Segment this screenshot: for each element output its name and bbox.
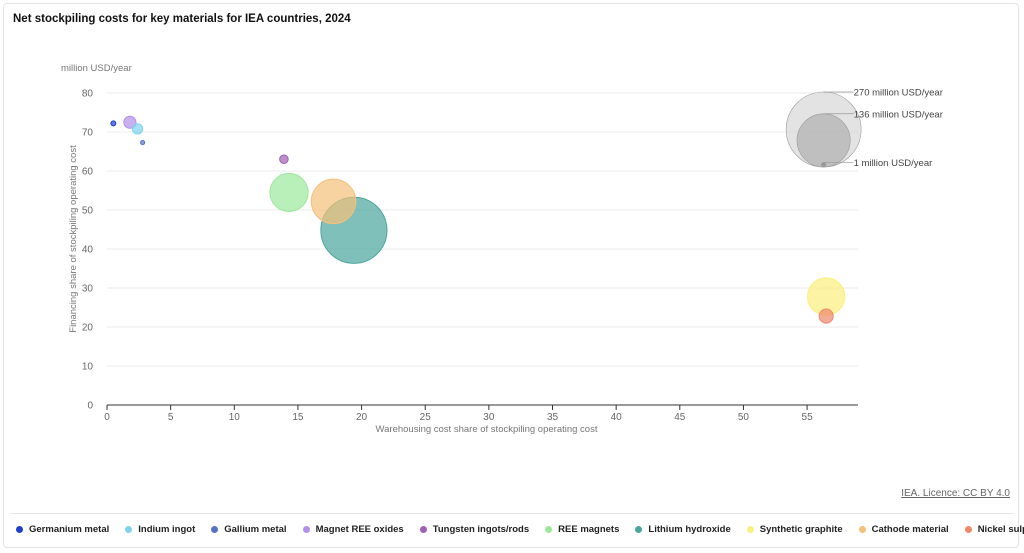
x-tick-label: 30: [483, 412, 495, 423]
size-legend-label: 1 million USD/year: [854, 158, 933, 169]
size-legend-label: 136 million USD/year: [854, 109, 943, 120]
y-tick-label: 50: [82, 206, 94, 217]
legend-swatch: [125, 526, 133, 533]
bubble-germanium-metal: [110, 120, 117, 127]
legend-item[interactable]: Magnet REE oxides: [302, 524, 404, 535]
y-tick-label: 60: [82, 167, 94, 178]
x-tick-label: 0: [104, 412, 110, 423]
legend-item[interactable]: Nickel sulphate: [964, 524, 1024, 535]
legend-swatch: [635, 526, 643, 533]
legend-item[interactable]: Tungsten ingots/rods: [419, 524, 530, 535]
legend-item[interactable]: Germanium metal: [16, 524, 109, 535]
x-tick-label: 10: [229, 412, 241, 423]
x-tick-label: 20: [356, 412, 368, 423]
x-tick-label: 5: [168, 412, 174, 423]
bubble-ree-magnets: [269, 172, 309, 213]
legend-label: Synthetic graphite: [759, 524, 843, 535]
chart-card: [3, 3, 1019, 548]
legend-label: REE magnets: [558, 524, 620, 535]
legend-swatch: [419, 526, 427, 533]
bubble-indium-ingot: [131, 123, 144, 135]
size-legend-circle: [796, 113, 851, 168]
legend-swatch: [746, 526, 754, 533]
legend-item[interactable]: Synthetic graphite: [746, 524, 843, 535]
legend-item[interactable]: Indium ingot: [125, 524, 195, 535]
y-tick-label: 10: [82, 362, 94, 373]
legend-item[interactable]: Cathode material: [858, 524, 949, 535]
legend-swatch: [858, 526, 866, 533]
bubble-magnet-ree-oxides: [123, 115, 137, 129]
x-axis-title: Warehousing cost share of stockpiling op…: [376, 424, 598, 435]
legend-swatch: [16, 526, 23, 533]
legend-label: Indium ingot: [138, 524, 196, 535]
bubble-tungsten-ingots-rods: [279, 154, 289, 165]
y-axis-title: Financing share of stockpiling operating…: [68, 145, 79, 333]
x-tick-label: 25: [420, 412, 432, 423]
legend-label: Gallium metal: [224, 524, 287, 535]
legend-label: Tungsten ingots/rods: [432, 524, 530, 535]
y-tick-label: 0: [87, 401, 93, 412]
legend-label: Cathode material: [871, 524, 949, 535]
x-tick-label: 35: [547, 412, 559, 423]
x-tick-label: 55: [802, 412, 814, 423]
unit-label: million USD/year: [61, 63, 132, 74]
legend-swatch: [964, 526, 972, 533]
chart-title: Net stockpiling costs for key materials …: [13, 13, 351, 25]
legend-item[interactable]: Lithium hydroxide: [635, 524, 731, 535]
size-legend-circle: [821, 162, 827, 168]
bubble-nickel-sulphate: [818, 308, 834, 324]
legend-swatch: [302, 526, 310, 533]
bubble-gallium-metal: [140, 139, 146, 146]
legend-item[interactable]: Gallium metal: [211, 524, 287, 535]
licence-link[interactable]: IEA. Licence: CC BY 4.0: [901, 488, 1010, 499]
legend: Germanium metal Indium ingot Gallium metal…: [16, 524, 1024, 535]
legend-divider: [10, 513, 1014, 514]
x-tick-label: 40: [611, 412, 623, 423]
x-tick-label: 45: [674, 412, 686, 423]
size-legend-label: 270 million USD/year: [854, 88, 943, 99]
y-tick-label: 30: [82, 284, 94, 295]
legend-swatch: [211, 526, 219, 533]
bubble-chart: 0 10 20 30 40 50 60 70 80 0 5 10 15 20 25 30 35 40 45 50 55 W…: [61, 63, 943, 435]
y-tick-label: 70: [82, 128, 94, 139]
legend-label: Magnet REE oxides: [315, 524, 404, 535]
bubble-cathode-material: [310, 178, 357, 225]
legend-item[interactable]: REE magnets: [545, 524, 619, 535]
y-tick-label: 20: [82, 323, 94, 334]
legend-swatch: [545, 526, 553, 533]
x-tick-label: 50: [738, 412, 750, 423]
x-tick-label: 15: [292, 412, 304, 423]
legend-label: Nickel sulphate: [977, 524, 1024, 535]
legend-label: Lithium hydroxide: [648, 524, 731, 535]
y-tick-label: 80: [82, 89, 94, 100]
y-tick-label: 40: [82, 245, 94, 256]
legend-label: Germanium metal: [29, 524, 110, 535]
